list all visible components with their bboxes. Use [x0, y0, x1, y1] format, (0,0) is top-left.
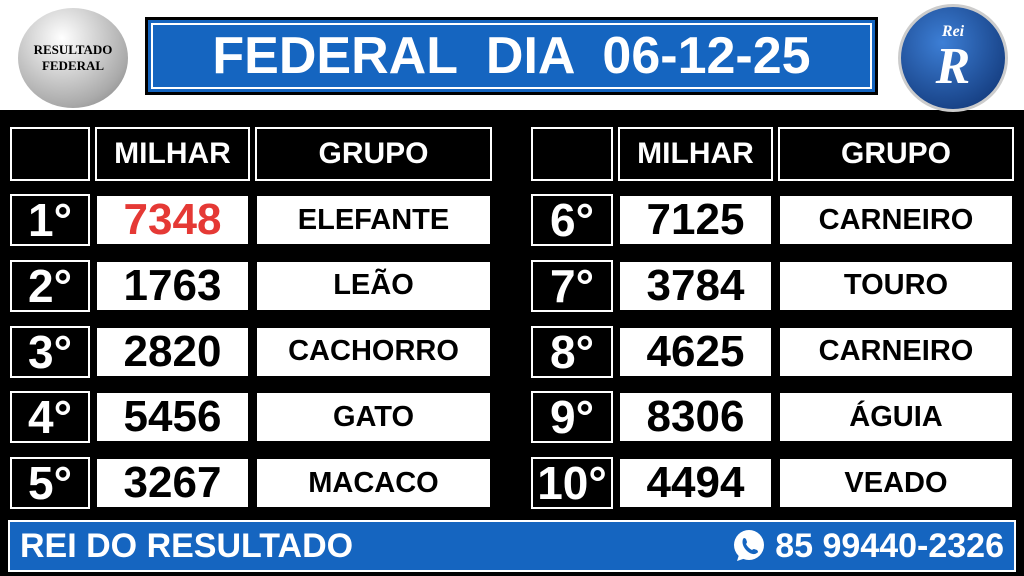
position: 6° — [531, 194, 613, 246]
milhar: 3784 — [618, 259, 773, 312]
logo-text: FEDERAL — [41, 58, 105, 73]
column-header: GRUPO — [255, 127, 492, 181]
position: 8° — [531, 325, 613, 378]
whatsapp-icon — [734, 530, 765, 561]
column-header: GRUPO — [778, 127, 1014, 181]
position: 5° — [10, 457, 90, 510]
header-cell — [10, 127, 90, 181]
position: 1° — [10, 194, 90, 246]
position: 2° — [10, 259, 90, 312]
milhar: 1763 — [95, 259, 250, 312]
grupo: CARNEIRO — [778, 325, 1014, 378]
column-header: MILHAR — [618, 127, 773, 181]
position: 3° — [10, 325, 90, 378]
grupo: LEÃO — [255, 259, 492, 312]
milhar: 7348 — [95, 194, 250, 246]
logo-text: RESULTADO — [33, 42, 113, 57]
title: FEDERAL DIA 06-12-25 — [145, 17, 878, 95]
logo-text: Rei — [941, 23, 965, 40]
grupo: CARNEIRO — [778, 194, 1014, 246]
column-header: MILHAR — [95, 127, 250, 181]
phone: 85 99440-2326 — [775, 526, 1004, 565]
position: 7° — [531, 259, 613, 312]
header-cell — [531, 127, 613, 181]
grupo: ELEFANTE — [255, 194, 492, 246]
milhar: 3267 — [95, 457, 250, 510]
contact: 85 99440-2326 — [731, 527, 1004, 566]
grupo: VEADO — [778, 457, 1014, 510]
milhar: 8306 — [618, 391, 773, 444]
milhar: 4625 — [618, 325, 773, 378]
position: 10° — [531, 457, 613, 510]
right-logo: Rei R — [898, 4, 1008, 112]
milhar: 4494 — [618, 457, 773, 510]
logo-text: R — [935, 38, 971, 95]
grupo: CACHORRO — [255, 325, 492, 378]
grupo: GATO — [255, 391, 492, 444]
grupo: TOURO — [778, 259, 1014, 312]
grupo: ÁGUIA — [778, 391, 1014, 444]
left-logo: RESULTADO FEDERAL — [18, 8, 128, 108]
footer: REI DO RESULTADO 85 99440-2326 — [8, 520, 1016, 572]
milhar: 2820 — [95, 325, 250, 378]
grupo: MACACO — [255, 457, 492, 510]
brand: REI DO RESULTADO — [20, 526, 354, 565]
milhar: 7125 — [618, 194, 773, 246]
milhar: 5456 — [95, 391, 250, 444]
position: 4° — [10, 391, 90, 444]
position: 9° — [531, 391, 613, 444]
